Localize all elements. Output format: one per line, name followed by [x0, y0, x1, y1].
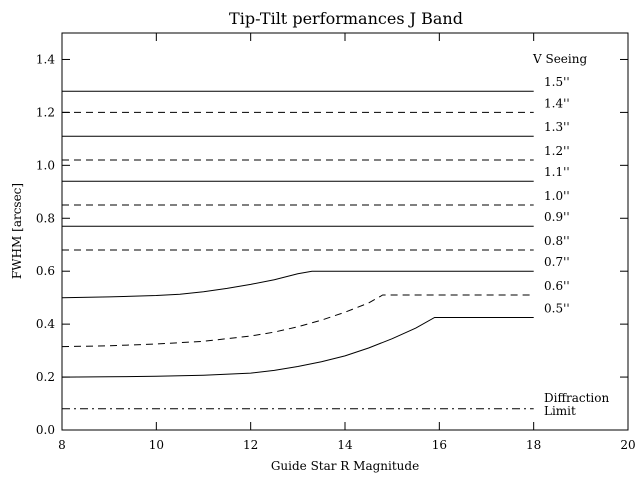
y-tick-label: 0.2 [36, 370, 55, 384]
series-line [61, 317, 534, 378]
x-tick-label: 20 [620, 438, 635, 452]
y-tick-label: 0.0 [36, 423, 55, 437]
y-tick-label: 0.4 [36, 317, 55, 331]
x-axis-label: Guide Star R Magnitude [271, 459, 419, 473]
series-label: 1.5'' [544, 75, 570, 89]
series-lines [61, 90, 534, 410]
chart-title: Tip-Tilt performances J Band [229, 9, 463, 28]
series-label: 0.5'' [544, 302, 570, 316]
series-label: 0.9'' [544, 210, 570, 224]
y-tick-label: 1.4 [36, 52, 55, 66]
y-tick-label: 1.0 [36, 158, 55, 172]
x-tick-label: 8 [58, 438, 66, 452]
y-tick-label: 1.2 [36, 105, 55, 119]
series-label: 1.4'' [544, 96, 570, 110]
plot-frame [61, 32, 629, 431]
series-label: 1.1'' [544, 165, 570, 179]
series-line [61, 294, 534, 348]
series-label: 0.8'' [544, 234, 570, 248]
y-axis-label: FWHM [arcsec] [10, 183, 24, 279]
y-tick-label: 0.8 [36, 211, 55, 225]
legend-title: V Seeing [532, 52, 587, 66]
series-label: 0.6'' [544, 279, 570, 293]
series-label: Diffraction [544, 391, 609, 405]
series-label: Limit [544, 404, 576, 418]
series-label: 1.3'' [544, 120, 570, 134]
axis-ticks: 8 10 12 14 16 18 20 0.0 0.2 0.4 0.6 0.8 1.0 1.2 1.4 [36, 33, 636, 452]
series-label: 1.0'' [544, 189, 570, 203]
series-label: 0.7'' [544, 255, 570, 269]
x-tick-label: 10 [149, 438, 164, 452]
series-label: 1.2'' [544, 144, 570, 158]
y-tick-label: 0.6 [36, 264, 55, 278]
x-tick-label: 16 [432, 438, 447, 452]
x-tick-label: 14 [337, 438, 353, 452]
x-tick-label: 12 [243, 438, 258, 452]
series-labels: 1.5'' 1.4'' 1.3'' 1.2'' 1.1'' 1.0'' 0.9'' 0.8''… [544, 75, 609, 418]
series-line [61, 270, 534, 299]
x-tick-label: 18 [526, 438, 541, 452]
